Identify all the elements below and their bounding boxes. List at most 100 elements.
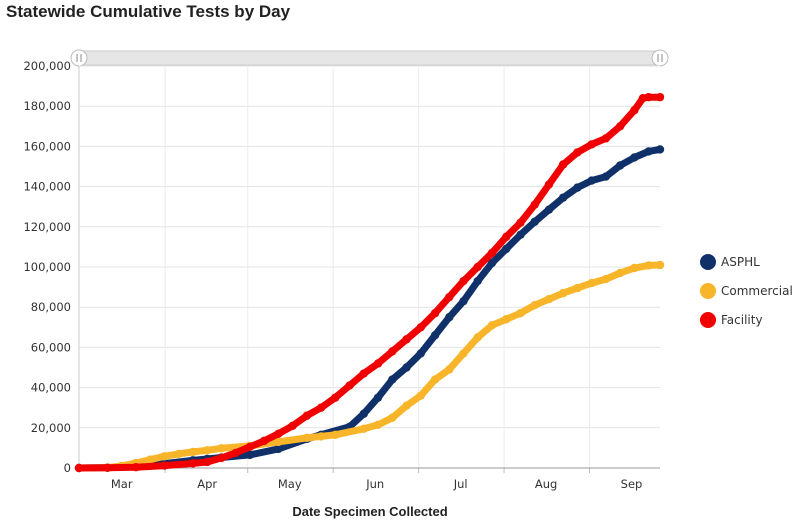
data-point[interactable]: [530, 300, 539, 310]
data-point[interactable]: [188, 447, 198, 457]
data-point[interactable]: [573, 283, 582, 293]
data-point[interactable]: [245, 442, 255, 452]
data-point[interactable]: [530, 217, 539, 226]
data-point[interactable]: [473, 333, 482, 342]
data-point[interactable]: [146, 455, 155, 464]
range-slider-handle-right[interactable]: [651, 49, 669, 67]
data-point[interactable]: [430, 309, 440, 318]
data-point[interactable]: [131, 462, 141, 472]
data-point[interactable]: [655, 145, 665, 154]
data-point[interactable]: [373, 420, 383, 429]
data-point[interactable]: [544, 180, 554, 189]
data-point[interactable]: [644, 261, 653, 270]
data-point[interactable]: [630, 153, 639, 162]
data-point[interactable]: [615, 122, 625, 131]
data-point[interactable]: [274, 437, 283, 447]
data-point[interactable]: [331, 430, 340, 440]
data-point[interactable]: [644, 147, 653, 156]
data-point[interactable]: [587, 176, 596, 185]
data-point[interactable]: [615, 268, 625, 278]
data-point[interactable]: [74, 463, 84, 473]
data-point[interactable]: [655, 260, 665, 270]
data-point[interactable]: [601, 274, 611, 284]
range-slider-track[interactable]: [78, 50, 662, 66]
data-point[interactable]: [316, 432, 326, 441]
data-point[interactable]: [502, 232, 511, 242]
data-point[interactable]: [274, 429, 283, 439]
data-point[interactable]: [388, 375, 397, 384]
data-point[interactable]: [473, 276, 482, 286]
data-point[interactable]: [174, 449, 183, 459]
data-point[interactable]: [416, 349, 425, 358]
data-point[interactable]: [516, 309, 525, 318]
data-point[interactable]: [202, 457, 212, 467]
data-point[interactable]: [103, 463, 112, 472]
legend-item-commercial[interactable]: Commercial: [700, 283, 793, 299]
data-point[interactable]: [502, 244, 511, 254]
data-point[interactable]: [302, 433, 312, 443]
data-point[interactable]: [573, 148, 582, 157]
data-point[interactable]: [359, 369, 369, 378]
data-point[interactable]: [502, 315, 511, 324]
data-point[interactable]: [188, 459, 198, 468]
data-point[interactable]: [217, 453, 226, 463]
data-point[interactable]: [601, 172, 611, 181]
data-point[interactable]: [402, 363, 411, 372]
data-point[interactable]: [388, 413, 397, 422]
data-point[interactable]: [316, 403, 326, 412]
data-point[interactable]: [302, 411, 312, 420]
data-point[interactable]: [259, 436, 269, 446]
data-point[interactable]: [644, 92, 653, 102]
data-point[interactable]: [615, 161, 625, 170]
legend-item-asphl[interactable]: ASPHL: [700, 254, 760, 270]
data-point[interactable]: [544, 205, 554, 214]
data-point[interactable]: [459, 349, 468, 358]
data-point[interactable]: [430, 331, 440, 340]
data-point[interactable]: [274, 444, 283, 454]
data-point[interactable]: [388, 347, 397, 356]
data-point[interactable]: [430, 375, 440, 384]
data-point[interactable]: [345, 381, 354, 390]
data-point[interactable]: [487, 321, 497, 330]
data-point[interactable]: [416, 323, 425, 332]
data-point[interactable]: [473, 262, 482, 272]
data-point[interactable]: [373, 359, 383, 368]
data-point[interactable]: [160, 452, 169, 461]
data-point[interactable]: [202, 446, 212, 455]
data-point[interactable]: [630, 263, 639, 273]
data-point[interactable]: [558, 193, 568, 202]
data-point[interactable]: [558, 160, 568, 169]
data-point[interactable]: [558, 288, 568, 298]
data-point[interactable]: [459, 296, 468, 306]
data-point[interactable]: [288, 421, 297, 430]
data-point[interactable]: [160, 461, 169, 470]
data-point[interactable]: [445, 313, 454, 322]
data-point[interactable]: [459, 276, 468, 286]
data-point[interactable]: [544, 294, 554, 304]
data-point[interactable]: [217, 444, 226, 453]
data-point[interactable]: [359, 409, 369, 418]
data-point[interactable]: [587, 140, 596, 149]
data-point[interactable]: [445, 365, 454, 374]
data-point[interactable]: [416, 391, 425, 400]
data-point[interactable]: [516, 230, 525, 240]
legend-item-facility[interactable]: Facility: [700, 312, 763, 328]
data-point[interactable]: [655, 92, 665, 102]
data-point[interactable]: [530, 200, 539, 209]
data-point[interactable]: [587, 278, 596, 288]
data-point[interactable]: [359, 424, 369, 434]
data-point[interactable]: [487, 258, 497, 268]
data-point[interactable]: [601, 134, 611, 143]
data-point[interactable]: [231, 448, 240, 458]
data-point[interactable]: [373, 393, 383, 402]
range-slider-handle-left[interactable]: [70, 49, 88, 67]
data-point[interactable]: [516, 218, 525, 227]
data-point[interactable]: [487, 248, 497, 258]
data-point[interactable]: [402, 335, 411, 344]
data-point[interactable]: [331, 393, 340, 402]
data-point[interactable]: [402, 401, 411, 410]
data-point[interactable]: [630, 106, 639, 115]
data-point[interactable]: [445, 292, 454, 302]
data-point[interactable]: [573, 183, 582, 192]
data-point[interactable]: [245, 450, 255, 460]
